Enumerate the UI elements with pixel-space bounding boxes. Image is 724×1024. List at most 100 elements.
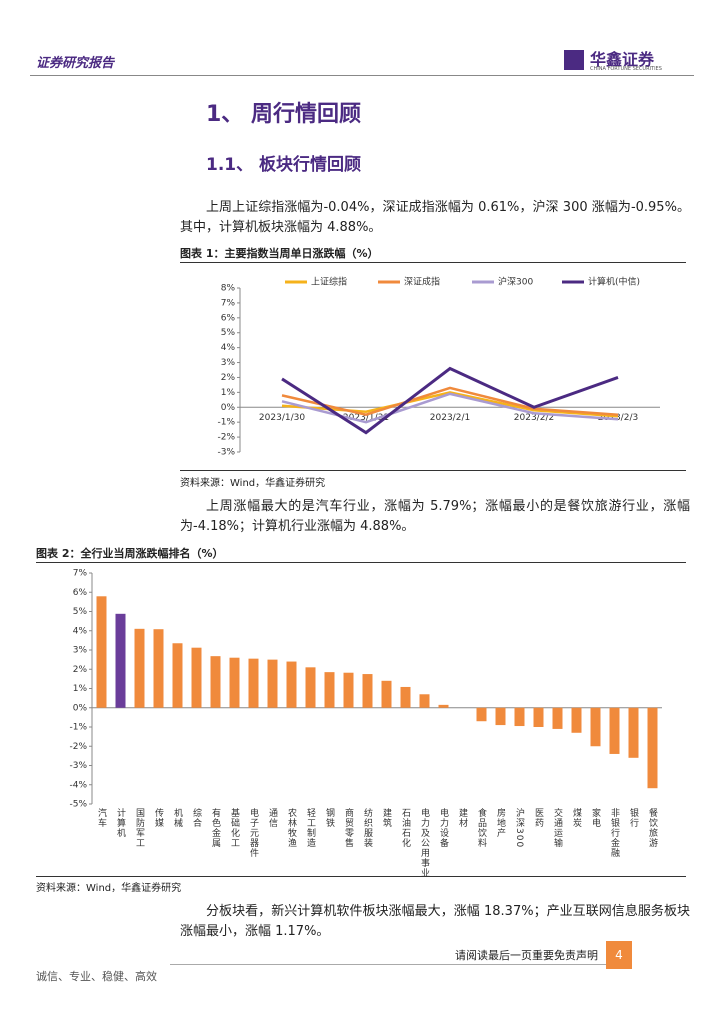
y-tick-label: -5% (69, 800, 87, 810)
chart-title: 图表 1：主要指数当周单日涨跌幅（%） (180, 247, 379, 260)
x-tick-label: 家电 (590, 807, 601, 828)
x-tick-label: 轻工制造 (305, 807, 316, 848)
legend-label: 深证成指 (404, 276, 440, 288)
x-tick-label: 房地产 (495, 807, 506, 838)
y-tick-label: 3% (73, 646, 88, 656)
line (281, 391, 619, 418)
y-tick-label: -3% (69, 761, 87, 771)
y-tick-label: -1% (69, 723, 87, 733)
x-tick-label: 计算机 (115, 807, 126, 838)
y-tick-label: -2% (69, 742, 87, 752)
y-tick-label: 3% (221, 358, 236, 368)
x-tick-label: 传媒 (153, 807, 164, 828)
source: 资料来源：Wind，华鑫证券研究 (180, 478, 326, 489)
x-tick-label: 国防军工 (134, 808, 145, 848)
heading-2: 1.1、 板块行情回顾 (206, 155, 362, 175)
page-number: 4 (606, 941, 632, 969)
x-tick-label: 基础化工 (229, 807, 240, 848)
legend-label: 上证综指 (311, 276, 347, 288)
paragraph: 上周上证综指涨幅为-0.04%，深证成指涨幅为 0.61%，沪深 300 涨幅为… (180, 200, 690, 235)
y-tick-label: -1% (217, 418, 235, 428)
bar (191, 647, 202, 708)
bar (571, 707, 582, 733)
bar (419, 694, 430, 708)
y-tick-label: 8% (221, 284, 236, 294)
bar (172, 643, 183, 708)
y-tick-label: 1% (73, 684, 88, 694)
y-tick-label: 6% (73, 588, 88, 598)
bar (248, 658, 259, 708)
legend-label: 计算机(中信) (588, 276, 640, 288)
bar (590, 707, 601, 747)
rule (36, 876, 686, 877)
source: 资料来源：Wind，华鑫证券研究 (36, 883, 182, 894)
motto: 诚信、专业、稳健、高效 (36, 970, 157, 983)
paragraph: 上周涨幅最大的是汽车行业，涨幅为 5.79%；涨幅最小的是餐饮旅游行业，涨幅为-… (180, 499, 690, 534)
x-tick-label: 2023/1/31 (343, 413, 389, 423)
x-tick-label: 2023/2/1 (430, 413, 470, 423)
bar (96, 596, 107, 708)
x-tick-label: 医药 (533, 808, 544, 828)
y-tick-label: 4% (73, 626, 88, 636)
y-tick-label: 2% (221, 373, 236, 383)
y-tick-label: 6% (221, 313, 236, 323)
x-tick-label: 电力及公用事业 (419, 807, 430, 878)
x-tick-label: 汽车 (96, 807, 107, 828)
disclaimer: 请阅读最后一页重要免责声明 (455, 949, 598, 962)
x-tick-label: 电力设备 (438, 807, 449, 848)
bar (362, 674, 373, 708)
y-tick-label: -2% (217, 433, 235, 443)
x-tick-label: 机械 (172, 807, 183, 828)
x-tick-label: 建材 (457, 807, 468, 828)
bar (153, 629, 164, 708)
line (281, 366, 619, 435)
x-tick-label: 综合 (191, 807, 202, 828)
bar (324, 672, 335, 708)
logo-icon (564, 50, 584, 70)
x-tick-label: 煤炭 (571, 807, 582, 828)
y-tick-label: 7% (73, 569, 88, 579)
bar (229, 657, 240, 708)
bar (438, 704, 449, 708)
bar (134, 628, 145, 708)
x-tick-label: 建筑 (381, 807, 392, 828)
x-tick-label: 2023/2/2 (514, 413, 554, 423)
report-type: 证券研究报告 (36, 56, 115, 71)
bar (628, 707, 639, 758)
line (281, 386, 619, 417)
x-tick-label: 银行 (628, 807, 639, 828)
x-tick-label: 2023/2/3 (598, 413, 638, 423)
y-tick-label: 5% (221, 328, 236, 338)
y-tick-label: 0% (221, 403, 236, 413)
x-tick-label: 沪深300 (514, 807, 525, 848)
x-tick-label: 餐饮旅游 (647, 807, 658, 848)
y-tick-label: 4% (221, 343, 236, 353)
x-tick-label: 钢铁 (324, 807, 335, 828)
legend-label: 沪深300 (498, 276, 533, 288)
heading-1: 1、 周行情回顾 (206, 102, 361, 127)
bar (495, 707, 506, 726)
logo: 华鑫证券 (590, 50, 655, 69)
chart-title: 图表 2：全行业当周涨跌幅排名（%） (36, 547, 224, 560)
x-tick-label: 纺织服装 (362, 807, 373, 848)
bar (286, 661, 297, 708)
x-tick-label: 电子元器件 (248, 807, 259, 858)
bar (115, 613, 126, 708)
bar (210, 656, 221, 708)
y-tick-label: 1% (221, 388, 236, 398)
bar (552, 707, 563, 729)
logo-en: CHINA FORTUNE SECURITIES (590, 66, 662, 72)
bar (514, 707, 525, 727)
x-tick-label: 2023/1/30 (259, 413, 305, 423)
bar (533, 707, 544, 727)
x-tick-label: 非银行金融 (609, 807, 620, 858)
header-rule (30, 75, 694, 76)
bar (609, 707, 620, 754)
y-tick-label: 7% (221, 298, 236, 308)
y-tick-label: 2% (73, 665, 88, 675)
y-tick-label: -4% (69, 780, 87, 790)
bar (305, 667, 316, 708)
bar (267, 659, 278, 708)
x-tick-label: 有色金属 (210, 807, 221, 848)
